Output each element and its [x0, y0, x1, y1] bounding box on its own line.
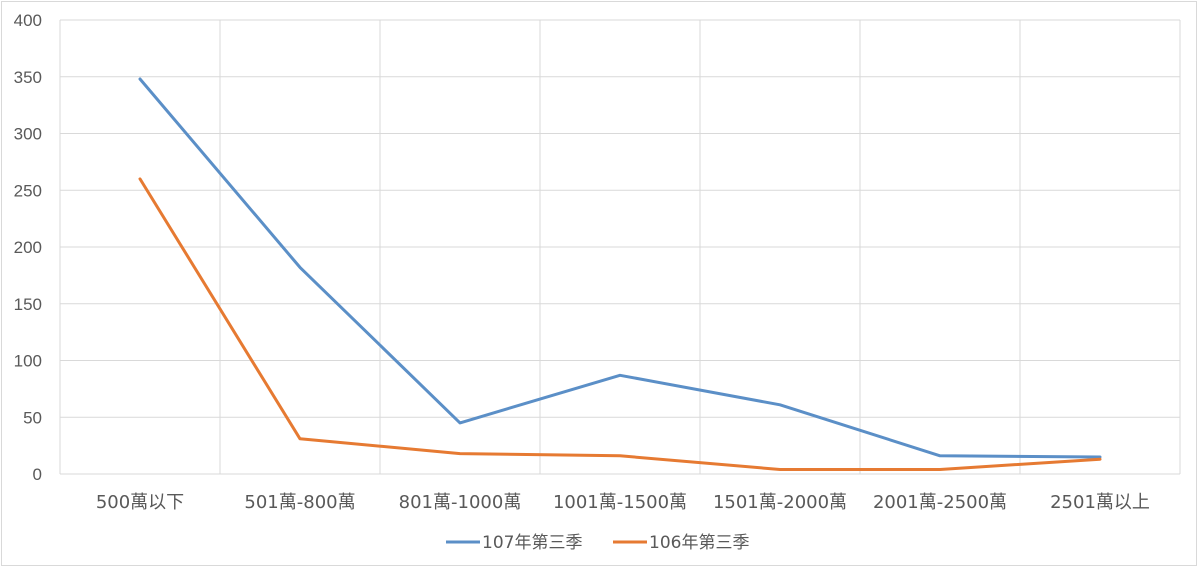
series-line-1	[138, 77, 1102, 459]
x-axis-tick-labels: 500萬以下 501萬-800萬 801萬-1000萬 1001萬-1500萬 1501…	[96, 492, 1150, 513]
y-tick-label: 250	[14, 181, 42, 200]
legend: 107年第三季 106年第三季	[446, 533, 749, 553]
legend-label-2: 106年第三季	[649, 533, 749, 553]
y-tick-label: 50	[23, 408, 42, 427]
series-lines	[138, 77, 1102, 471]
legend-label-1: 107年第三季	[482, 533, 582, 553]
x-tick-label: 2501萬以上	[1050, 492, 1150, 513]
y-tick-label: 100	[14, 352, 42, 371]
series-line-2	[138, 177, 1102, 471]
x-tick-label: 1501萬-2000萬	[713, 492, 847, 513]
y-tick-label: 300	[14, 125, 42, 144]
y-tick-label: 0	[33, 465, 42, 484]
y-tick-label: 150	[14, 295, 42, 314]
x-tick-label: 500萬以下	[96, 492, 184, 513]
x-tick-label: 501萬-800萬	[244, 492, 355, 513]
gridlines	[59, 19, 1181, 475]
y-tick-label: 200	[14, 238, 42, 257]
y-tick-label: 400	[14, 11, 42, 30]
y-tick-label: 350	[14, 68, 42, 87]
x-tick-label: 801萬-1000萬	[399, 492, 522, 513]
x-tick-label: 1001萬-1500萬	[553, 492, 687, 513]
x-tick-label: 2001萬-2500萬	[873, 492, 1007, 513]
y-axis-tick-labels: 0 50 100 150 200 250 300 350 400	[14, 11, 42, 484]
